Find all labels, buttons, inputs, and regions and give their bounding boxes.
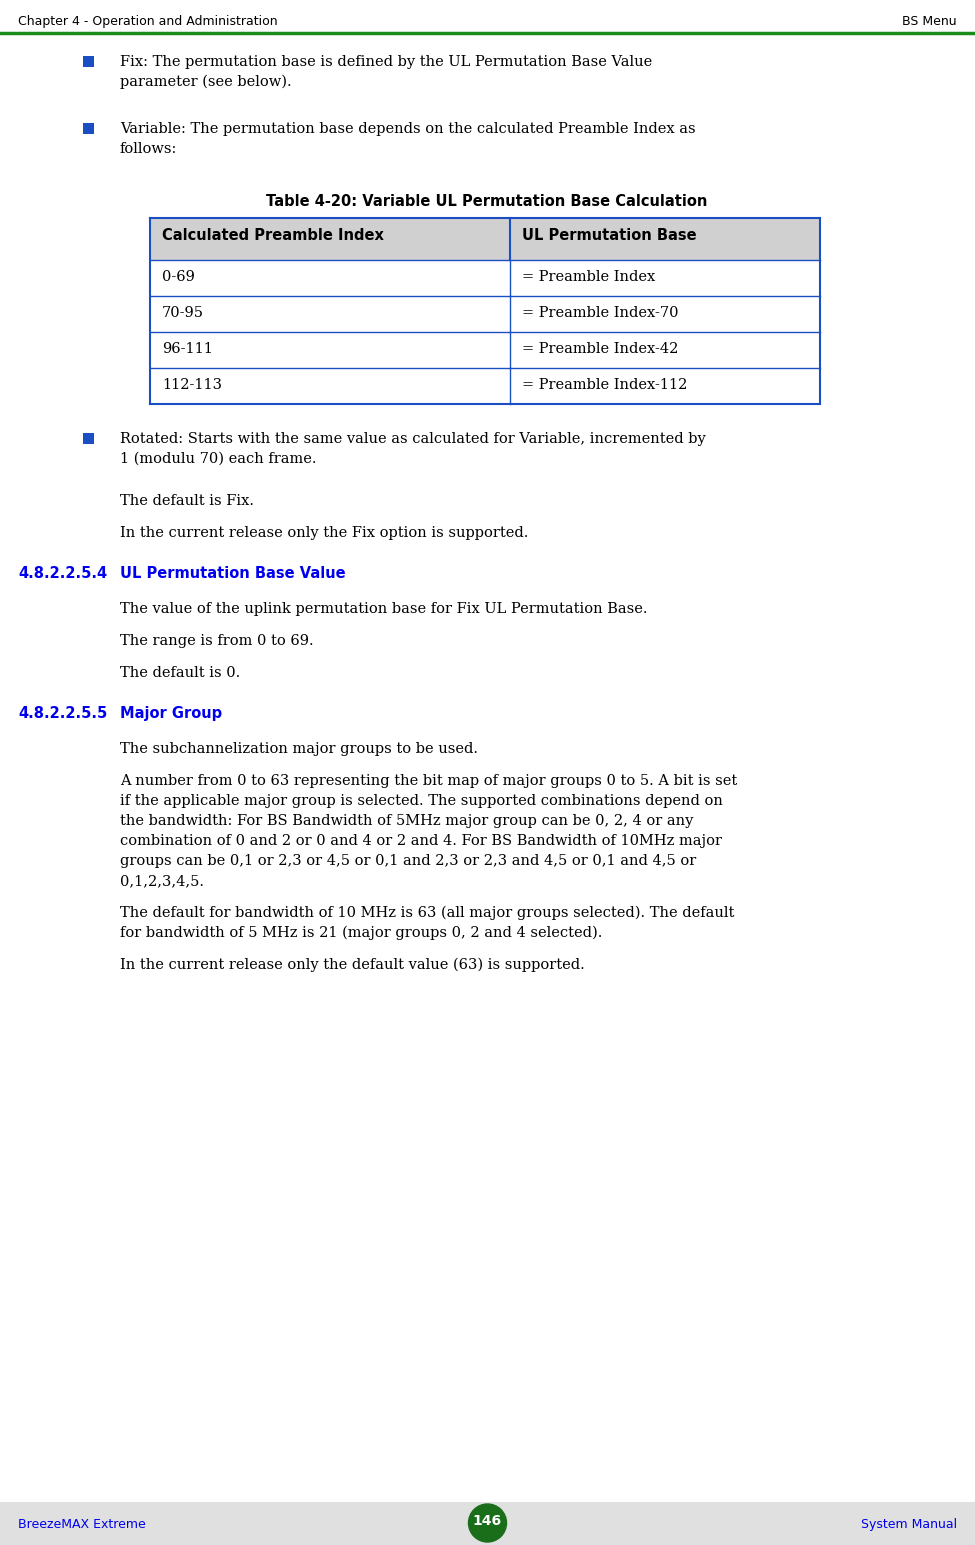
Text: = Preamble Index-112: = Preamble Index-112: [522, 379, 687, 392]
Text: follows:: follows:: [120, 142, 177, 156]
Text: The default is Fix.: The default is Fix.: [120, 494, 254, 508]
Text: 70-95: 70-95: [162, 306, 204, 320]
Text: 4.8.2.2.5.4: 4.8.2.2.5.4: [18, 565, 107, 581]
Text: parameter (see below).: parameter (see below).: [120, 76, 292, 90]
Text: Rotated: Starts with the same value as calculated for Variable, incremented by: Rotated: Starts with the same value as c…: [120, 433, 706, 447]
Text: In the current release only the Fix option is supported.: In the current release only the Fix opti…: [120, 525, 528, 541]
Text: 96-111: 96-111: [162, 341, 213, 355]
Text: A number from 0 to 63 representing the bit map of major groups 0 to 5. A bit is : A number from 0 to 63 representing the b…: [120, 774, 737, 788]
Text: combination of 0 and 2 or 0 and 4 or 2 and 4. For BS Bandwidth of 10MHz major: combination of 0 and 2 or 0 and 4 or 2 a…: [120, 834, 722, 848]
Text: Variable: The permutation base depends on the calculated Preamble Index as: Variable: The permutation base depends o…: [120, 122, 695, 136]
Text: System Manual: System Manual: [861, 1519, 957, 1531]
Text: Calculated Preamble Index: Calculated Preamble Index: [162, 229, 384, 243]
Text: Table 4-20: Variable UL Permutation Base Calculation: Table 4-20: Variable UL Permutation Base…: [266, 195, 708, 209]
Text: if the applicable major group is selected. The supported combinations depend on: if the applicable major group is selecte…: [120, 794, 722, 808]
Text: The subchannelization major groups to be used.: The subchannelization major groups to be…: [120, 742, 478, 756]
Text: Fix: The permutation base is defined by the UL Permutation Base Value: Fix: The permutation base is defined by …: [120, 56, 652, 70]
Text: the bandwidth: For BS Bandwidth of 5MHz major group can be 0, 2, 4 or any: the bandwidth: For BS Bandwidth of 5MHz …: [120, 814, 693, 828]
Bar: [150, 218, 820, 260]
Text: BreezeMAX Extreme: BreezeMAX Extreme: [18, 1519, 145, 1531]
Text: 4.8.2.2.5.5: 4.8.2.2.5.5: [18, 706, 107, 722]
Text: The default is 0.: The default is 0.: [120, 666, 240, 680]
Text: 112-113: 112-113: [162, 379, 222, 392]
Text: = Preamble Index-70: = Preamble Index-70: [522, 306, 679, 320]
Text: = Preamble Index: = Preamble Index: [522, 270, 655, 284]
Text: UL Permutation Base Value: UL Permutation Base Value: [120, 565, 345, 581]
Text: groups can be 0,1 or 2,3 or 4,5 or 0,1 and 2,3 or 2,3 and 4,5 or 0,1 and 4,5 or: groups can be 0,1 or 2,3 or 4,5 or 0,1 a…: [120, 854, 696, 868]
Bar: [83, 124, 94, 134]
Text: = Preamble Index-42: = Preamble Index-42: [522, 341, 679, 355]
Text: The range is from 0 to 69.: The range is from 0 to 69.: [120, 633, 314, 647]
Text: for bandwidth of 5 MHz is 21 (major groups 0, 2 and 4 selected).: for bandwidth of 5 MHz is 21 (major grou…: [120, 925, 603, 941]
Text: 1 (modulu 70) each frame.: 1 (modulu 70) each frame.: [120, 453, 317, 467]
Bar: [83, 56, 94, 66]
Text: 0,1,2,3,4,5.: 0,1,2,3,4,5.: [120, 874, 204, 888]
Text: In the current release only the default value (63) is supported.: In the current release only the default …: [120, 958, 585, 972]
Text: Chapter 4 - Operation and Administration: Chapter 4 - Operation and Administration: [18, 15, 278, 28]
Text: 0-69: 0-69: [162, 270, 195, 284]
Text: BS Menu: BS Menu: [903, 15, 957, 28]
Text: The value of the uplink permutation base for Fix UL Permutation Base.: The value of the uplink permutation base…: [120, 603, 647, 616]
Text: The default for bandwidth of 10 MHz is 63 (all major groups selected). The defau: The default for bandwidth of 10 MHz is 6…: [120, 905, 734, 921]
Text: 146: 146: [473, 1514, 502, 1528]
Circle shape: [469, 1503, 506, 1542]
Bar: [83, 433, 94, 443]
Bar: [0, 1502, 975, 1545]
Text: Major Group: Major Group: [120, 706, 222, 722]
Text: UL Permutation Base: UL Permutation Base: [522, 229, 696, 243]
